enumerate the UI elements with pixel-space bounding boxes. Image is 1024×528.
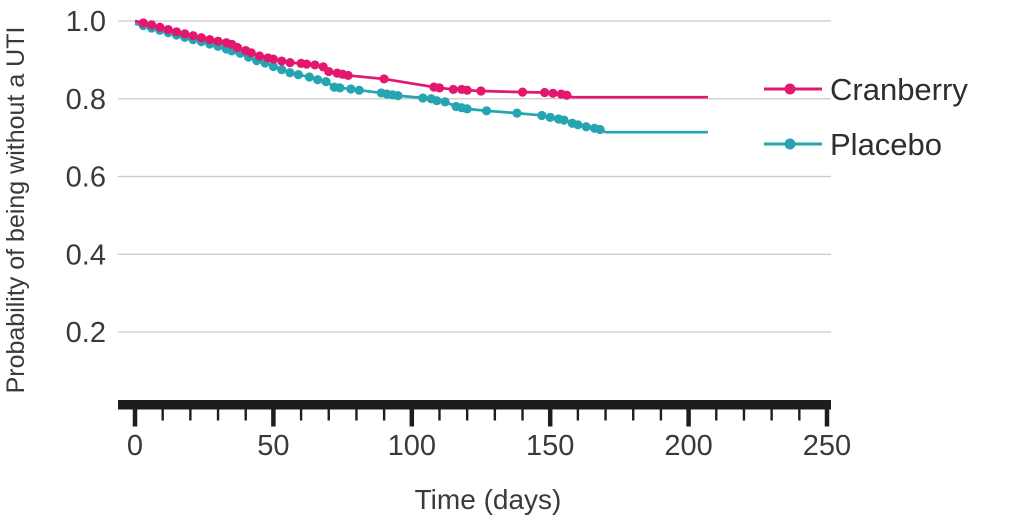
data-point-placebo — [440, 97, 450, 107]
x-tick-label: 100 — [388, 430, 436, 462]
data-point-cranberry — [254, 51, 265, 61]
data-point-cranberry — [205, 35, 215, 45]
data-point-cranberry — [379, 74, 389, 84]
y-tick-label: 0.8 — [66, 84, 106, 116]
x-axis-tick-labels: 0 50 100 150 200 250 — [127, 430, 851, 462]
data-point-cranberry — [213, 36, 223, 46]
x-axis-title: Time (days) — [415, 484, 562, 515]
x-tick-label: 250 — [803, 430, 851, 462]
gridlines — [118, 20, 831, 333]
data-point-cranberry — [180, 29, 190, 39]
x-tick-label: 0 — [127, 430, 143, 462]
data-point-cranberry — [163, 24, 173, 35]
data-point-placebo — [573, 120, 583, 130]
data-point-placebo — [418, 93, 428, 103]
data-point-placebo — [537, 110, 547, 121]
data-point-cranberry — [277, 56, 287, 66]
y-tick-label: 1.0 — [66, 6, 106, 38]
x-tick-label: 150 — [526, 430, 574, 462]
y-tick-label: 0.6 — [66, 162, 106, 194]
legend-entry-cranberry: Cranberry — [764, 72, 968, 107]
data-point-placebo — [346, 84, 356, 94]
x-axis-bar — [118, 400, 831, 410]
series-curves — [134, 18, 708, 135]
legend: Cranberry Placebo — [764, 72, 968, 162]
data-point-cranberry — [548, 88, 558, 98]
data-point-placebo — [559, 115, 569, 125]
data-point-placebo — [581, 122, 591, 132]
data-point-cranberry — [302, 59, 312, 69]
data-point-cranberry — [268, 54, 278, 64]
data-point-cranberry — [138, 18, 148, 28]
data-point-cranberry — [476, 86, 486, 96]
y-tick-label: 0.4 — [66, 239, 106, 271]
data-point-cranberry — [310, 60, 320, 70]
x-tick-label: 50 — [257, 430, 289, 462]
data-point-cranberry — [188, 31, 198, 41]
y-axis-title: Probability of being without a UTI — [2, 27, 30, 394]
legend-label: Placebo — [830, 127, 942, 162]
data-point-placebo — [268, 61, 278, 72]
y-axis-tick-labels: 1.0 0.8 0.6 0.4 0.2 — [66, 6, 106, 349]
data-point-placebo — [293, 70, 303, 80]
data-point-placebo — [393, 91, 403, 101]
data-point-placebo — [354, 85, 364, 95]
data-point-cranberry — [517, 87, 528, 97]
data-point-cranberry — [196, 33, 207, 43]
legend-entry-placebo: Placebo — [764, 127, 942, 162]
data-point-cranberry — [171, 27, 182, 37]
data-point-placebo — [321, 77, 331, 87]
legend-swatch-dot — [784, 83, 796, 95]
data-point-placebo — [462, 104, 472, 114]
data-point-cranberry — [232, 42, 243, 53]
x-axis — [118, 400, 831, 427]
x-tick-label: 200 — [664, 430, 712, 462]
data-point-cranberry — [246, 48, 256, 58]
data-point-placebo — [277, 64, 287, 75]
y-tick-label: 0.2 — [66, 317, 106, 349]
data-point-placebo — [313, 75, 323, 85]
data-point-placebo — [285, 68, 295, 78]
data-point-cranberry — [562, 90, 572, 100]
data-point-cranberry — [448, 84, 458, 95]
legend-label: Cranberry — [830, 72, 968, 107]
data-point-cranberry — [343, 70, 353, 81]
data-point-placebo — [545, 112, 555, 123]
data-point-cranberry — [285, 57, 295, 68]
legend-swatch-dot — [784, 138, 796, 150]
data-point-cranberry — [462, 85, 472, 95]
series-line-cranberry — [134, 19, 708, 99]
data-point-placebo — [595, 124, 605, 135]
data-point-cranberry — [540, 87, 550, 98]
data-point-placebo — [432, 96, 442, 106]
data-point-cranberry — [324, 66, 334, 77]
data-point-placebo — [481, 106, 492, 116]
data-point-placebo — [335, 83, 345, 93]
data-point-placebo — [512, 108, 522, 118]
data-point-cranberry — [147, 20, 157, 30]
data-point-cranberry — [434, 83, 445, 93]
data-point-placebo — [304, 72, 314, 82]
data-point-cranberry — [155, 22, 165, 32]
